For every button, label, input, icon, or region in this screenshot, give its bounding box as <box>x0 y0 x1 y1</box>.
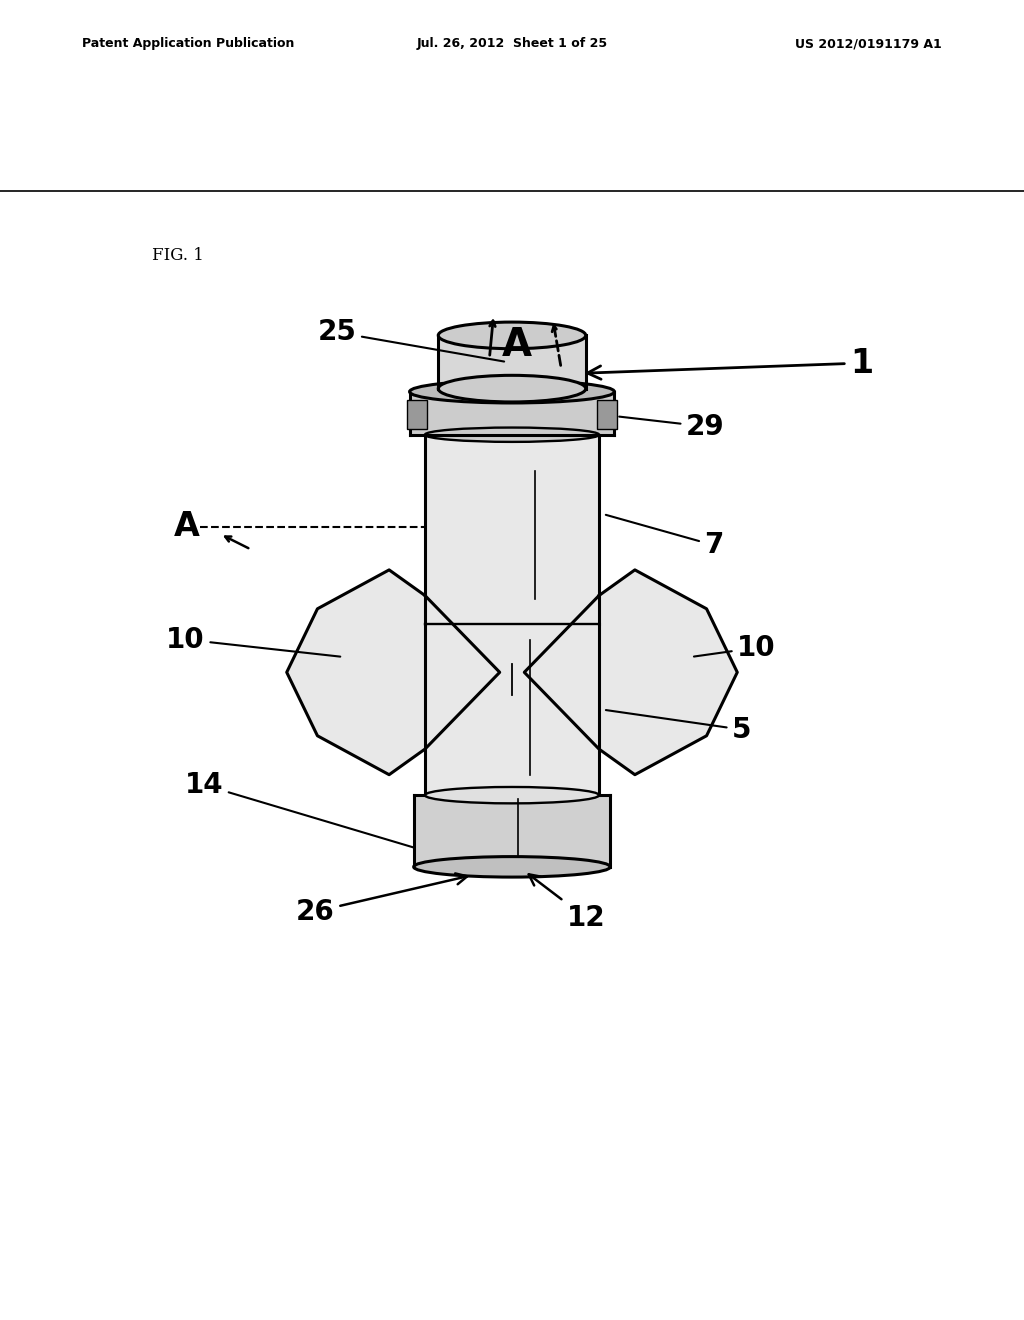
Text: US 2012/0191179 A1: US 2012/0191179 A1 <box>796 37 942 50</box>
Ellipse shape <box>438 375 586 403</box>
Text: 14: 14 <box>184 771 414 847</box>
Text: 12: 12 <box>528 874 605 932</box>
Text: 7: 7 <box>606 515 724 560</box>
Polygon shape <box>524 570 737 775</box>
Text: 10: 10 <box>694 634 776 661</box>
Text: 26: 26 <box>296 874 467 925</box>
Text: Jul. 26, 2012  Sheet 1 of 25: Jul. 26, 2012 Sheet 1 of 25 <box>417 37 607 50</box>
Text: 25: 25 <box>317 318 504 362</box>
Ellipse shape <box>410 380 614 403</box>
Text: 5: 5 <box>606 710 752 743</box>
Text: 10: 10 <box>166 626 340 656</box>
Bar <box>425 434 599 624</box>
Text: 1: 1 <box>588 347 873 380</box>
Text: FIG. 1: FIG. 1 <box>152 247 204 264</box>
Bar <box>425 624 599 795</box>
Ellipse shape <box>425 428 599 442</box>
Text: 29: 29 <box>620 413 725 441</box>
Bar <box>438 335 586 388</box>
Ellipse shape <box>414 857 610 876</box>
Ellipse shape <box>425 787 599 804</box>
Bar <box>414 795 610 867</box>
Bar <box>597 400 617 429</box>
Ellipse shape <box>438 322 586 348</box>
Text: A: A <box>502 326 532 363</box>
Text: Patent Application Publication: Patent Application Publication <box>82 37 294 50</box>
Polygon shape <box>287 570 500 775</box>
Bar <box>407 400 427 429</box>
Text: A: A <box>173 511 200 544</box>
Bar <box>410 392 614 434</box>
